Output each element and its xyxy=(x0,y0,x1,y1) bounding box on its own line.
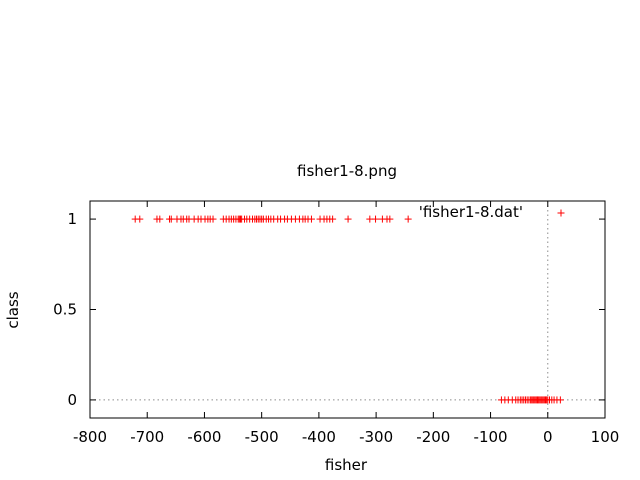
legend-label: 'fisher1-8.dat' xyxy=(419,203,523,221)
data-point xyxy=(329,215,337,223)
legend-marker xyxy=(557,209,565,217)
x-tick-label: -800 xyxy=(73,428,107,446)
data-point xyxy=(136,215,144,223)
x-tick-label: -700 xyxy=(130,428,164,446)
legend: 'fisher1-8.dat' xyxy=(419,203,565,221)
x-tick-label: -400 xyxy=(302,428,336,446)
y-tick-label: 0.5 xyxy=(53,301,77,319)
data-point xyxy=(372,215,380,223)
x-axis-label: fisher xyxy=(325,456,368,474)
x-tick-label: -500 xyxy=(245,428,279,446)
x-axis-ticks: -800 -700 -600 -500 -400 -300 -200 -100 0 100 xyxy=(73,201,619,446)
y-tick-label: 0 xyxy=(67,391,77,409)
data-point xyxy=(156,215,164,223)
y-axis-ticks: 00.51 xyxy=(53,210,605,409)
x-tick-label: -100 xyxy=(474,428,508,446)
x-tick-label: 0 xyxy=(543,428,553,446)
data-point xyxy=(404,215,412,223)
data-points xyxy=(131,215,564,404)
data-point xyxy=(344,215,352,223)
plot-frame xyxy=(89,200,606,419)
data-point xyxy=(307,215,315,223)
y-axis-label: class xyxy=(4,291,22,328)
chart-title: fisher1-8.png xyxy=(297,162,397,180)
x-tick-label: -200 xyxy=(416,428,450,446)
x-tick-label: 100 xyxy=(591,428,620,446)
data-point xyxy=(386,215,394,223)
x-tick-label: -600 xyxy=(187,428,221,446)
x-tick-label: -300 xyxy=(359,428,393,446)
data-point xyxy=(556,396,564,404)
data-point xyxy=(209,215,217,223)
legend-plus-icon xyxy=(557,209,565,217)
y-tick-label: 1 xyxy=(67,210,77,228)
